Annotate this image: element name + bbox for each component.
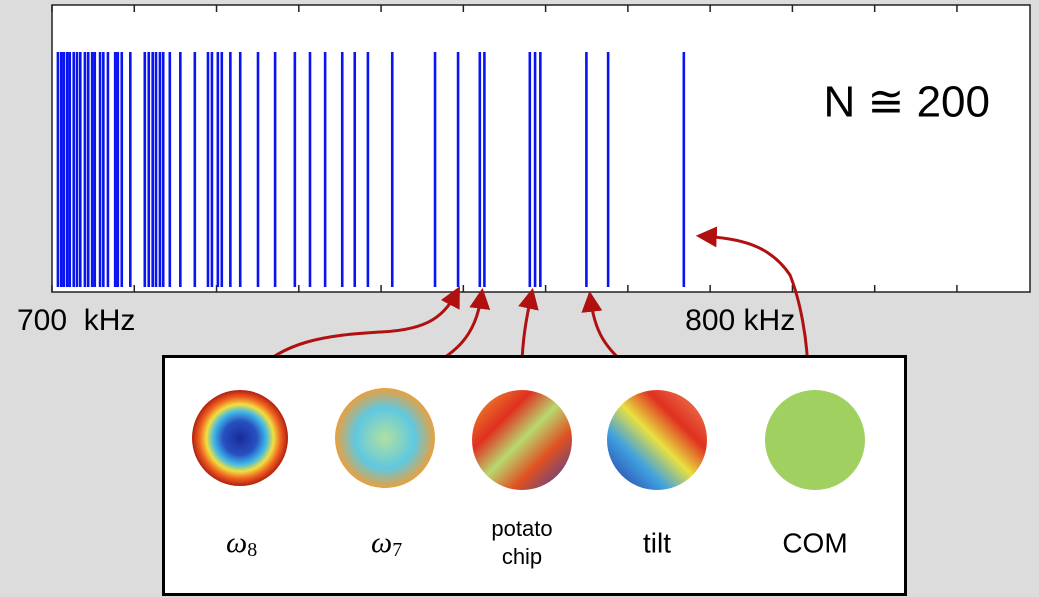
mode-label: chip [502, 544, 542, 569]
slide: N ≅ 200 ω8ω7potatochiptiltCOM 700 kHz800… [0, 0, 1039, 597]
mode-subscript: 8 [247, 539, 257, 561]
x-tick-label: 700 kHz [17, 304, 135, 337]
mode-label: COM [782, 527, 847, 558]
mode-image [192, 390, 288, 486]
mode-image [607, 390, 707, 490]
x-tick-label: 800 kHz [685, 304, 795, 337]
mode-label: potato [491, 516, 552, 541]
mode-subscript: 7 [392, 539, 402, 561]
mode-image [765, 390, 865, 490]
mode-label: tilt [643, 527, 671, 558]
mode-symbol: ω [371, 526, 392, 559]
mode-image [335, 388, 435, 488]
mode-image [472, 390, 572, 490]
mode-symbol: ω [226, 526, 247, 559]
annotation: N ≅ 200 [823, 78, 990, 127]
